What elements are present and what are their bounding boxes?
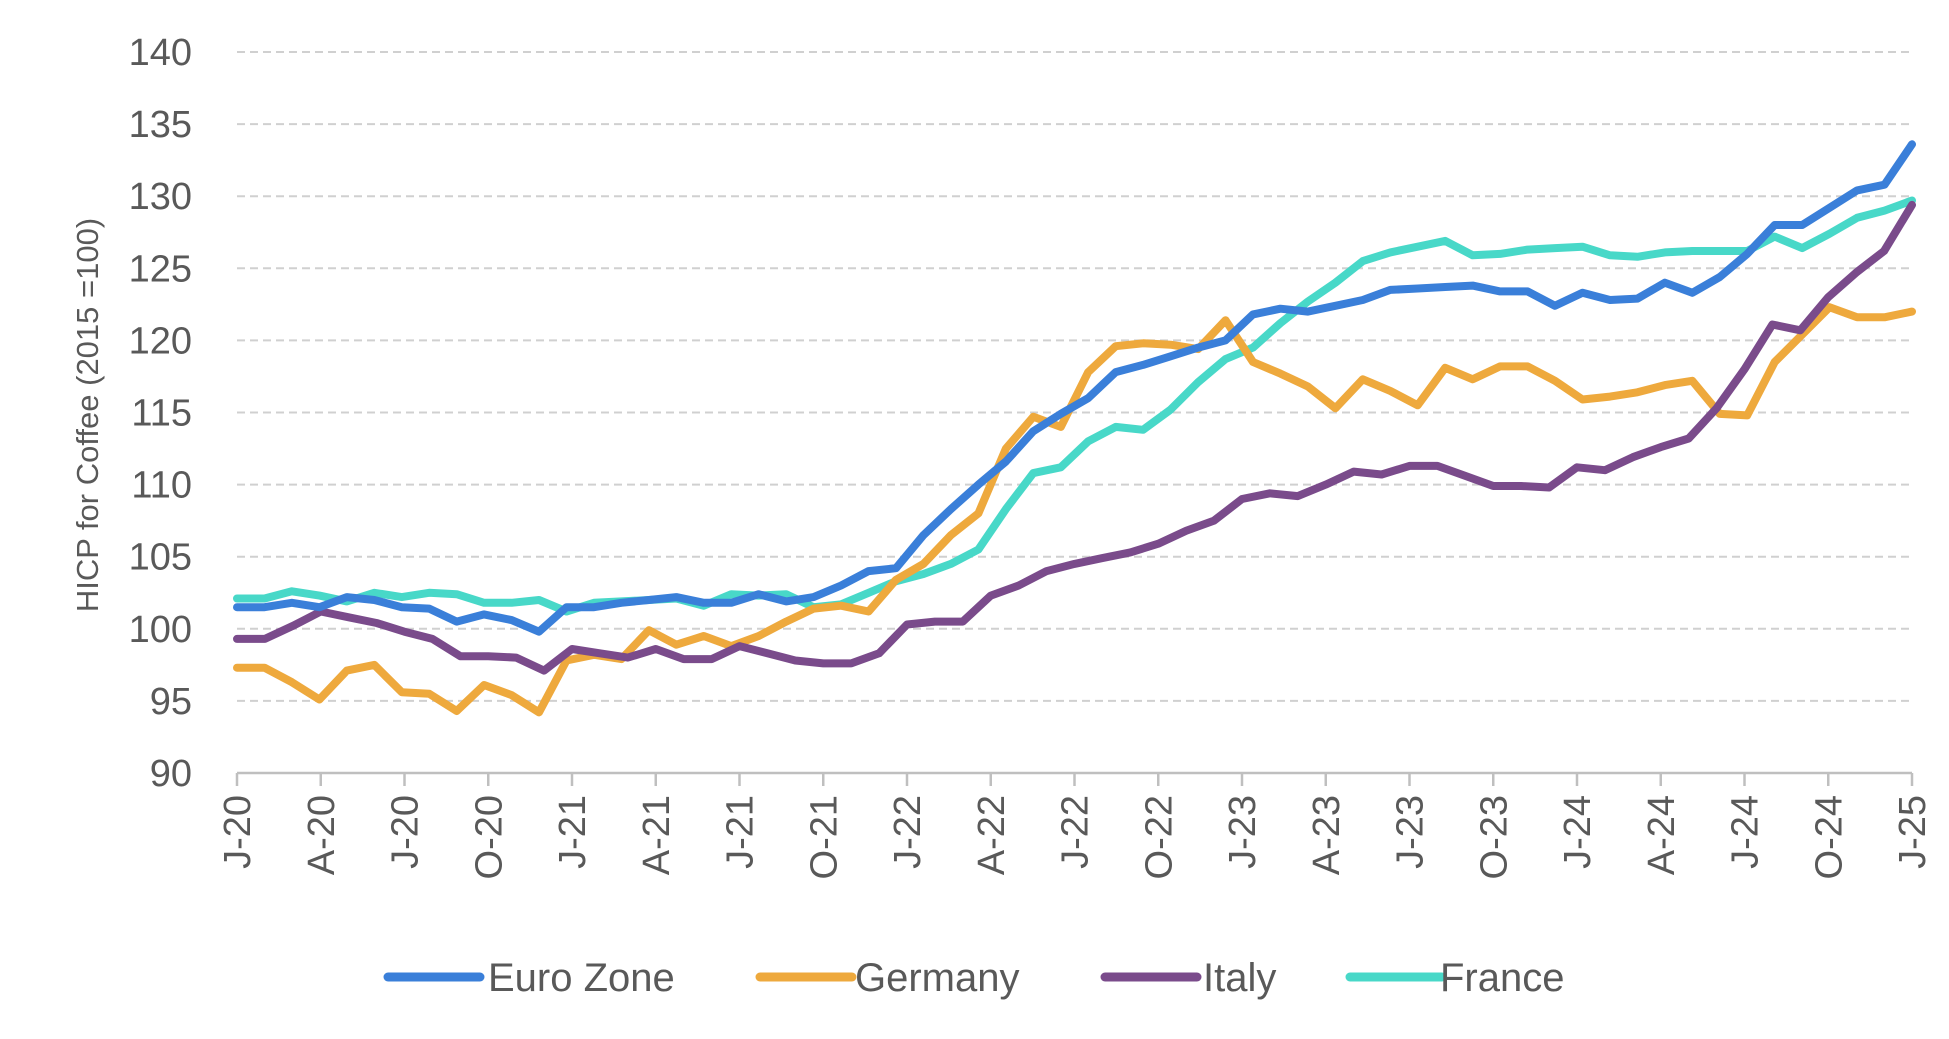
y-axis-label: HICP for Coffee (2015 =100) (70, 218, 105, 612)
series-lines (233, 140, 1916, 717)
legend-label-euro-zone: Euro Zone (488, 956, 675, 1000)
x-tick-label: J-22 (887, 795, 929, 869)
x-tick-label: O-22 (1138, 795, 1180, 879)
y-axis-ticks: 90 95 100 105 110 115 120 125 130 135 140 (129, 32, 192, 795)
series-line-italy (233, 200, 1916, 675)
y-tick-label: 90 (150, 753, 192, 795)
x-tick-label: A-24 (1641, 795, 1683, 875)
y-tick-label: 115 (131, 393, 192, 435)
y-tick-label: 95 (150, 681, 192, 723)
series-line-euro-zone (233, 140, 1916, 636)
x-tick-label: O-20 (468, 795, 510, 879)
x-tick-label: O-21 (803, 795, 845, 879)
x-tick-label: J-23 (1222, 795, 1264, 869)
x-tick-label: A-22 (971, 795, 1013, 875)
gridlines (237, 51, 1912, 702)
x-tick-label: J-24 (1557, 795, 1599, 869)
x-tick-label: O-24 (1808, 795, 1850, 879)
x-tick-label: J-24 (1725, 795, 1767, 869)
x-tick-label: A-20 (301, 795, 343, 875)
x-tick-label: J-21 (552, 795, 594, 869)
legend: Euro Zone Germany Italy France (383, 956, 1565, 1000)
y-tick-label: 135 (129, 104, 192, 146)
x-tick-label: J-22 (1055, 795, 1097, 869)
series-line-germany (233, 303, 1916, 717)
y-tick-label: 130 (129, 176, 192, 218)
x-axis-ticks: J-20 A-20 J-20 O-20 J-21 A-21 J-21 O-21 J-22 A-22… (217, 773, 1934, 879)
y-tick-label: 110 (131, 465, 192, 507)
x-tick-label: J-21 (720, 795, 762, 869)
y-tick-label: 140 (129, 32, 192, 74)
series-line-france (233, 196, 1916, 616)
legend-label-france: France (1440, 956, 1565, 1000)
x-tick-label: J-20 (217, 795, 259, 869)
y-tick-label: 105 (129, 537, 192, 579)
x-tick-label: J-20 (385, 795, 427, 869)
x-tick-label: O-23 (1473, 795, 1515, 879)
legend-label-germany: Germany (855, 956, 1020, 1000)
x-tick-label: A-21 (636, 795, 678, 875)
x-tick-label: A-23 (1306, 795, 1348, 875)
y-tick-label: 100 (129, 609, 192, 651)
y-tick-label: 125 (129, 248, 192, 290)
x-tick-label: J-23 (1390, 795, 1432, 869)
legend-label-italy: Italy (1203, 956, 1276, 1000)
x-tick-label: J-25 (1892, 795, 1934, 869)
y-tick-label: 120 (129, 320, 192, 362)
